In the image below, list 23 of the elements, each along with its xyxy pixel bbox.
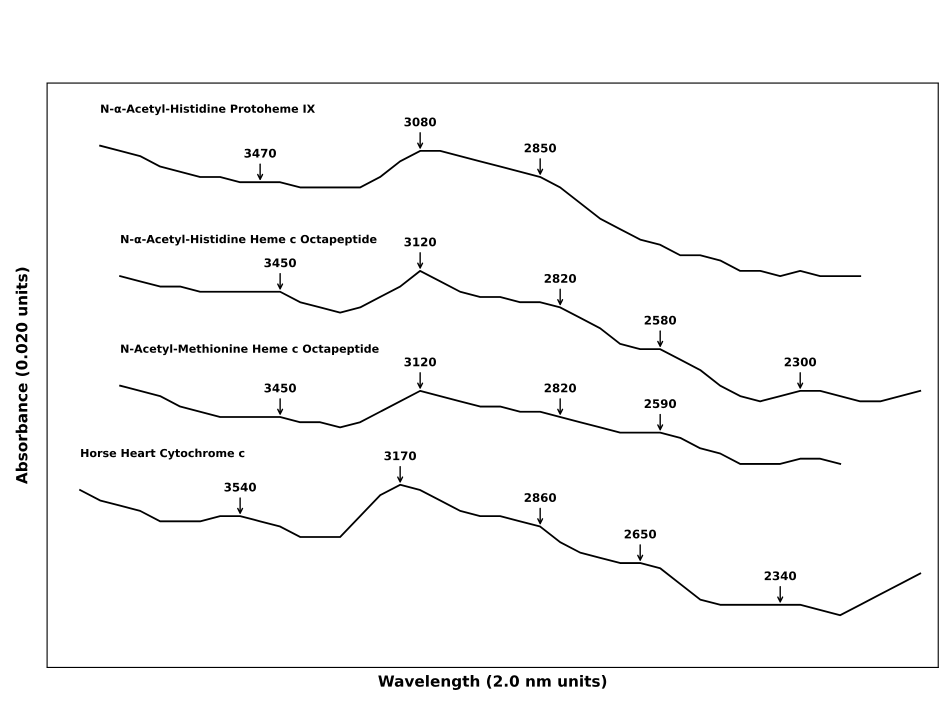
annotation: 2860 bbox=[524, 493, 556, 502]
x-axis-title: Wavelength (2.0 nm units) bbox=[378, 675, 606, 690]
annotation: 3120 bbox=[404, 237, 436, 246]
text: N-α-Acetyl-Histidine Protoheme IX bbox=[101, 104, 315, 116]
annotation: 2820 bbox=[544, 274, 576, 283]
annotation: 3470 bbox=[244, 148, 276, 158]
annotation: 3170 bbox=[384, 451, 416, 460]
y-axis-title: Absorbance (0.020 units) bbox=[16, 268, 30, 484]
annotation: 3450 bbox=[264, 384, 296, 392]
annotation: 3450 bbox=[264, 258, 296, 268]
annotation: 2580 bbox=[644, 316, 676, 325]
annotation: 2590 bbox=[644, 399, 676, 408]
annotation: 2650 bbox=[624, 530, 656, 539]
annotation: 2340 bbox=[764, 571, 796, 580]
annotation: 3080 bbox=[404, 117, 436, 126]
annotation: 3540 bbox=[224, 482, 256, 492]
text: Horse Heart Cytochrome c bbox=[81, 448, 244, 460]
text: N-α-Acetyl-Histidine Heme c Octapeptide bbox=[121, 234, 377, 246]
text: N-Acetyl-Methionine Heme c Octapeptide bbox=[121, 344, 379, 356]
annotation: 2850 bbox=[524, 144, 556, 152]
annotation: 2820 bbox=[544, 384, 576, 392]
annotation: 3120 bbox=[404, 357, 436, 366]
annotation: 2300 bbox=[784, 357, 816, 366]
